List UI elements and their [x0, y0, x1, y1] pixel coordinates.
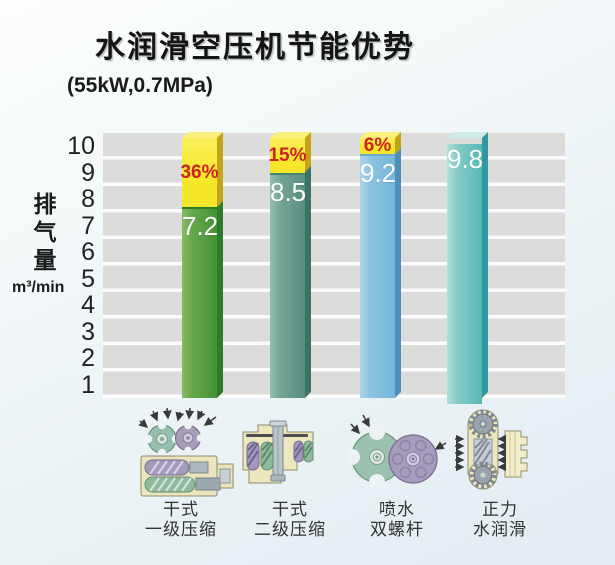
- y-axis-unit: m³/min: [12, 279, 65, 296]
- bar-front-face: 9.8: [447, 138, 483, 404]
- chart-title: 水润滑空压机节能优势: [95, 31, 415, 64]
- bar-value-label: 8.5: [270, 176, 307, 207]
- bar-group-dry-single-stage: 36% 7.2: [180, 132, 223, 398]
- category-line1: 喷水: [379, 500, 415, 519]
- category-line2: 水润滑: [473, 520, 527, 539]
- category-line2: 一级压缩: [145, 520, 217, 539]
- bar-value-segment: 8.5: [270, 172, 307, 398]
- category-line1: 正力: [482, 500, 518, 519]
- plot-area: [103, 133, 565, 398]
- y-tick-label: 4: [81, 291, 95, 320]
- energy-loss-percent-label: 15%: [268, 144, 307, 166]
- energy-loss-percent-label: 6%: [363, 135, 392, 157]
- bar-value-segment: 9.2: [360, 154, 397, 398]
- water-injected-twin-screw-icon: [348, 414, 447, 490]
- energy-loss-cap: 6%: [360, 135, 395, 157]
- bar-side-face: [305, 132, 311, 398]
- chart-subtitle: (55kW,0.7MPa): [67, 74, 213, 97]
- energy-loss-cap: 36%: [180, 138, 219, 208]
- y-tick-label: 3: [81, 317, 95, 346]
- bar-value-label: 7.2: [182, 211, 219, 242]
- bar-group-water-injected-twin-screw: 6% 9.2: [360, 132, 401, 398]
- bar-front-face: 36% 7.2: [180, 138, 219, 398]
- category-line1: 干式: [272, 500, 308, 519]
- energy-loss-cap: 15%: [268, 138, 307, 173]
- y-axis-label: 排气量: [30, 192, 56, 276]
- bar-value-segment: 7.2: [182, 207, 219, 398]
- bar-front-face: 6% 9.2: [360, 135, 397, 398]
- y-tick-label: 1: [81, 370, 95, 399]
- y-tick-label: 7: [81, 211, 95, 240]
- y-tick-label: 5: [81, 264, 95, 293]
- bar-value-label: 9.2: [360, 158, 397, 189]
- category-label-zhengli-water-lubricated: 正力 水润滑: [440, 500, 560, 540]
- y-tick-label: 6: [81, 238, 95, 267]
- y-tick-label: 8: [81, 185, 95, 214]
- dry-two-stage-icon: [242, 420, 314, 484]
- dry-single-stage-icon: [138, 407, 234, 497]
- bar-value-label: 9.8: [447, 144, 484, 175]
- y-tick-label: 9: [81, 158, 95, 187]
- y-tick-label: 10: [67, 132, 95, 161]
- bar-value-segment: 9.8: [447, 144, 484, 404]
- bar-group-zhengli-water-lubricated: 9.8: [447, 132, 488, 404]
- category-label-dry-two-stage: 干式 二级压缩: [230, 500, 350, 540]
- category-label-water-injected-twin-screw: 喷水 双螺杆: [337, 500, 457, 540]
- category-line2: 二级压缩: [254, 520, 326, 539]
- category-label-dry-single-stage: 干式 一级压缩: [121, 500, 241, 540]
- category-line2: 双螺杆: [370, 520, 424, 539]
- bar-front-face: 15% 8.5: [268, 138, 307, 398]
- zhengli-water-lubricated-icon: [455, 409, 528, 490]
- category-line1: 干式: [163, 500, 199, 519]
- bar-group-dry-two-stage: 15% 8.5: [268, 132, 311, 398]
- y-tick-label: 2: [81, 344, 95, 373]
- energy-loss-percent-label: 36%: [180, 161, 219, 183]
